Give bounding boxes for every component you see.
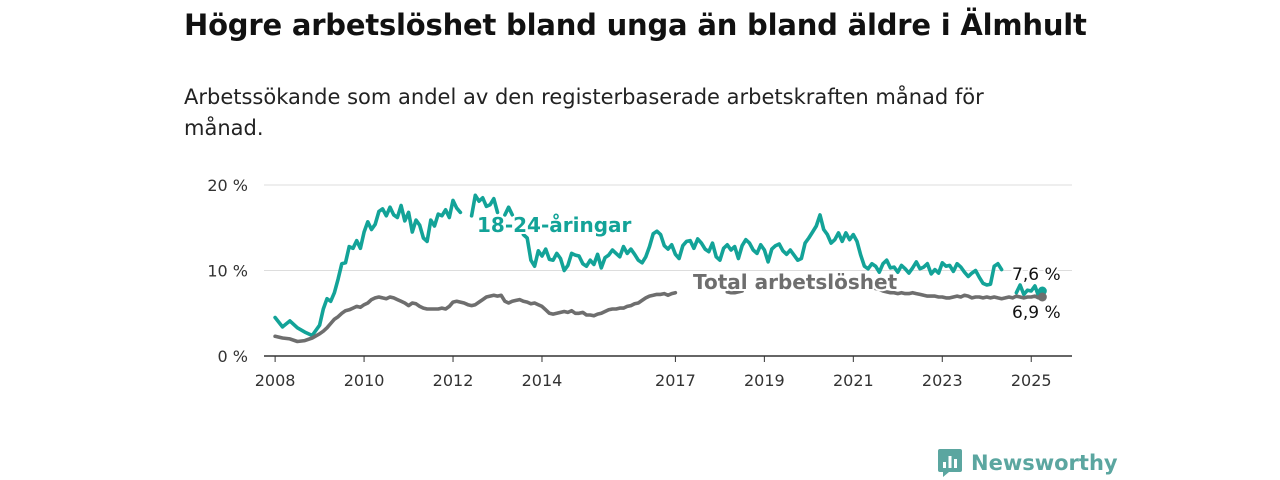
chart-subtitle: Arbetssökande som andel av den registerb…	[184, 85, 984, 140]
brand-logo: Newsworthy	[937, 448, 1118, 478]
series-line-youth	[273, 193, 1045, 338]
axes: 0 % 10 % 20 % 2008 2010 2012 2014 2017 2019 2021 2…	[207, 176, 1072, 390]
series-label-youth: 18-24-åringar	[477, 213, 632, 237]
series-label-total: Total arbetslöshet	[693, 270, 898, 294]
x-tick-label: 2010	[344, 371, 385, 390]
y-tick-label: 10 %	[207, 262, 248, 281]
x-tick-label: 2019	[744, 371, 785, 390]
y-tick-label: 20 %	[207, 176, 248, 195]
end-value-total: 6,9 %	[1012, 303, 1061, 323]
chart-title: Högre arbetslöshet bland unga än bland ä…	[184, 8, 1087, 42]
x-tick-label: 2012	[433, 371, 474, 390]
series-end-point-total	[1037, 292, 1047, 302]
chart-bubble-icon	[938, 449, 962, 477]
brand-name: Newsworthy	[971, 451, 1118, 475]
x-tick-label: 2017	[655, 371, 696, 390]
series-line-total	[273, 284, 1045, 344]
x-tick-label: 2023	[922, 371, 963, 390]
x-tick-label: 2021	[833, 371, 874, 390]
grid-lines	[264, 184, 1072, 271]
line-chart: 0 % 10 % 20 % 2008 2010 2012 2014 2017 2019 2021 2…	[207, 176, 1072, 390]
x-tick-label: 2014	[522, 371, 563, 390]
x-tick-label: 2025	[1011, 371, 1052, 390]
series-labels: 18-24-åringar Total arbetslöshet 7,6 % 6,9 …	[475, 211, 1063, 325]
y-tick-label: 0 %	[218, 347, 248, 366]
x-tick-label: 2008	[255, 371, 296, 390]
end-value-youth: 7,6 %	[1012, 265, 1061, 285]
series-lines	[273, 193, 1047, 344]
